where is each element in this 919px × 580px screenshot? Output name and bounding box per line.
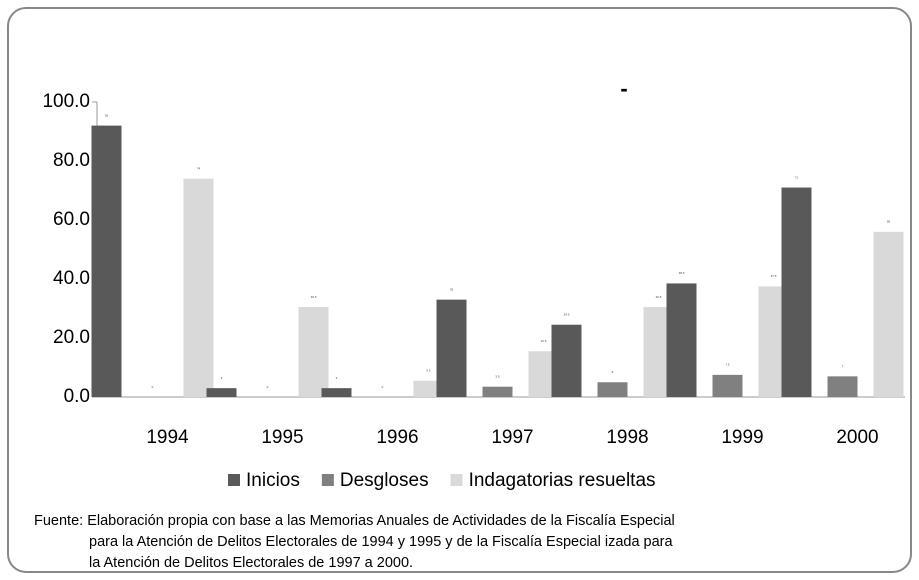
value-label: 7 <box>842 364 844 368</box>
bar <box>482 386 513 397</box>
value-label: 71 <box>795 175 799 179</box>
note-line: la Atención de Delitos Electorales de 19… <box>89 555 413 571</box>
bar <box>413 380 444 397</box>
bar <box>206 388 237 397</box>
bar <box>827 376 858 397</box>
bar <box>436 299 467 397</box>
x-tick-label: 1994 <box>146 427 189 448</box>
x-tick-label: 2000 <box>836 427 878 448</box>
x-tick-label: 1999 <box>721 427 763 448</box>
value-label: 0 <box>152 385 154 389</box>
y-tick-label: 0.0 <box>64 386 90 407</box>
value-label: 5.5 <box>426 369 431 373</box>
value-label: 3.5 <box>495 374 500 378</box>
value-label: 37.5 <box>771 274 777 278</box>
legend-swatch <box>450 474 463 486</box>
y-tick-label: 60.0 <box>53 209 90 230</box>
note-line: para la Atención de Delitos Electorales … <box>89 534 674 550</box>
y-tick-label: 100.0 <box>42 91 90 112</box>
y-tick-label: 20.0 <box>53 327 90 348</box>
bar <box>321 388 352 397</box>
bar <box>781 187 812 397</box>
value-label: 33 <box>450 287 454 291</box>
value-label: 56 <box>887 220 891 224</box>
bar <box>712 374 743 397</box>
value-label: 3 <box>221 376 223 380</box>
value-label: 3 <box>336 376 338 380</box>
chart-title: - <box>620 76 627 101</box>
value-label: 30.5 <box>656 295 662 299</box>
value-label: 74 <box>197 166 201 170</box>
legend-label: Desgloses <box>340 470 429 491</box>
value-label: 0 <box>382 385 384 389</box>
x-tick-label: 1997 <box>491 427 533 448</box>
value-label: 24.5 <box>564 313 570 317</box>
legend-swatch <box>321 474 334 486</box>
x-tick-label: 1996 <box>376 427 418 448</box>
value-label: 0 <box>267 385 269 389</box>
y-tick-label: 80.0 <box>53 150 90 171</box>
bar <box>183 178 214 397</box>
value-label: 30.5 <box>311 295 317 299</box>
legend-label: Inicios <box>246 470 300 491</box>
note-line: Fuente: Elaboración propia con base a la… <box>34 513 675 529</box>
x-tick-label: 1995 <box>261 427 303 448</box>
bar <box>597 382 628 397</box>
legend-swatch <box>228 474 240 486</box>
bar <box>666 283 697 397</box>
legend-label: Indagatorias resueltas <box>469 470 656 491</box>
bar <box>91 125 122 397</box>
x-tick-label: 1998 <box>606 427 648 448</box>
bar <box>298 307 329 397</box>
value-label: 7.5 <box>725 363 730 367</box>
bar <box>873 231 904 397</box>
value-label: 92 <box>105 113 109 117</box>
frame <box>7 7 912 573</box>
value-label: 15.5 <box>541 339 547 343</box>
value-label: 5 <box>612 370 614 374</box>
bar <box>551 324 582 397</box>
value-label: 38.5 <box>679 271 685 275</box>
y-tick-label: 40.0 <box>53 268 90 289</box>
